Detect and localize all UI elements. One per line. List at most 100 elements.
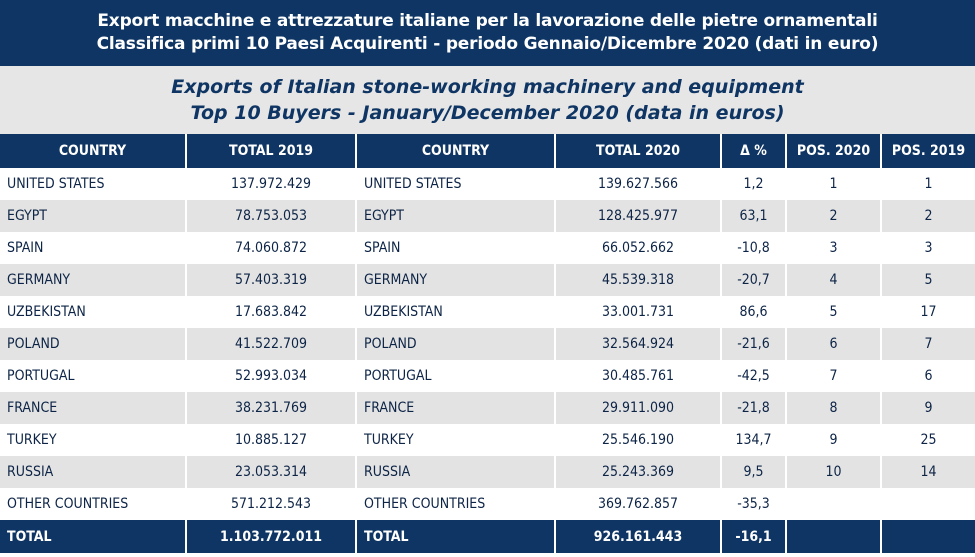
cell-country-2020: TURKEY <box>356 424 556 456</box>
cell-pos-2019: 17 <box>881 296 975 328</box>
cell-pos-2020 <box>786 488 882 520</box>
total-row: TOTAL 1.103.772.011 TOTAL 926.161.443 -16,1 <box>0 520 975 553</box>
cell-total-2020: 30.485.761 <box>555 360 722 392</box>
header-total-2019: TOTAL 2019 <box>186 134 357 168</box>
cell-country-2019: POLAND <box>0 328 187 360</box>
cell-pos-2020: 3 <box>786 232 882 264</box>
cell-total-2020: 32.564.924 <box>555 328 722 360</box>
cell-delta-percent: -35,3 <box>721 488 787 520</box>
cell-country-2019: RUSSIA <box>0 456 187 488</box>
cell-pos-2019 <box>881 488 975 520</box>
cell-country-2020: PORTUGAL <box>356 360 556 392</box>
table-row: GERMANY 57.403.319 GERMANY 45.539.318 -20,7 4… <box>0 264 975 296</box>
header-country-2020: COUNTRY <box>356 134 556 168</box>
cell-delta-percent: 1,2 <box>721 168 787 200</box>
italian-title-line-1: Export macchine e attrezzature italiane … <box>97 11 878 31</box>
table-header-row: COUNTRY TOTAL 2019 COUNTRY TOTAL 2020 Δ … <box>0 134 975 168</box>
cell-pos-2019: 5 <box>881 264 975 296</box>
header-pos-2019: POS. 2019 <box>881 134 975 168</box>
cell-pos-2019: 3 <box>881 232 975 264</box>
cell-country-2019: UNITED STATES <box>0 168 187 200</box>
cell-delta-percent: -16,1 <box>721 520 787 553</box>
cell-pos-2019: 2 <box>881 200 975 232</box>
cell-country-2019: FRANCE <box>0 392 187 424</box>
cell-total-2019: 1.103.772.011 <box>186 520 357 553</box>
cell-pos-2020: 2 <box>786 200 882 232</box>
cell-delta-percent: -21,6 <box>721 328 787 360</box>
table-row: FRANCE 38.231.769 FRANCE 29.911.090 -21,8 8 9 <box>0 392 975 424</box>
cell-delta-percent: -20,7 <box>721 264 787 296</box>
cell-country-2019: UZBEKISTAN <box>0 296 187 328</box>
table-row: RUSSIA 23.053.314 RUSSIA 25.243.369 9,5 10 14 <box>0 456 975 488</box>
cell-delta-percent: 134,7 <box>721 424 787 456</box>
cell-delta-percent: -42,5 <box>721 360 787 392</box>
cell-pos-2019: 14 <box>881 456 975 488</box>
cell-total-2020: 29.911.090 <box>555 392 722 424</box>
table-row: POLAND 41.522.709 POLAND 32.564.924 -21,6 6 7 <box>0 328 975 360</box>
table-row: UNITED STATES 137.972.429 UNITED STATES 139… <box>0 168 975 200</box>
cell-country-2020: EGYPT <box>356 200 556 232</box>
cell-pos-2020: 4 <box>786 264 882 296</box>
cell-delta-percent: 86,6 <box>721 296 787 328</box>
buyers-table: COUNTRY TOTAL 2019 COUNTRY TOTAL 2020 Δ … <box>0 134 975 553</box>
cell-pos-2020: 8 <box>786 392 882 424</box>
cell-country-2020: GERMANY <box>356 264 556 296</box>
cell-total-2020: 128.425.977 <box>555 200 722 232</box>
cell-country-2019: SPAIN <box>0 232 187 264</box>
cell-country-2019: TOTAL <box>0 520 187 553</box>
italian-title-line-2: Classifica primi 10 Paesi Acquirenti - p… <box>96 34 879 54</box>
cell-pos-2019 <box>881 520 975 553</box>
cell-country-2020: FRANCE <box>356 392 556 424</box>
english-title-banner: Exports of Italian stone-working machine… <box>0 66 975 134</box>
cell-pos-2019: 6 <box>881 360 975 392</box>
table-row: SPAIN 74.060.872 SPAIN 66.052.662 -10,8 3 3 <box>0 232 975 264</box>
italian-title-banner: Export macchine e attrezzature italiane … <box>0 0 975 66</box>
cell-pos-2019: 9 <box>881 392 975 424</box>
table-body: UNITED STATES 137.972.429 UNITED STATES 139… <box>0 168 975 553</box>
cell-total-2019: 23.053.314 <box>186 456 357 488</box>
cell-pos-2020: 10 <box>786 456 882 488</box>
cell-pos-2019: 1 <box>881 168 975 200</box>
cell-total-2020: 25.243.369 <box>555 456 722 488</box>
cell-total-2019: 571.212.543 <box>186 488 357 520</box>
header-delta-percent: Δ % <box>721 134 787 168</box>
header-total-2020: TOTAL 2020 <box>555 134 722 168</box>
cell-total-2019: 38.231.769 <box>186 392 357 424</box>
cell-total-2020: 926.161.443 <box>555 520 722 553</box>
cell-country-2020: TOTAL <box>356 520 556 553</box>
cell-total-2020: 25.546.190 <box>555 424 722 456</box>
cell-country-2019: PORTUGAL <box>0 360 187 392</box>
cell-country-2020: UZBEKISTAN <box>356 296 556 328</box>
cell-country-2019: GERMANY <box>0 264 187 296</box>
cell-country-2020: RUSSIA <box>356 456 556 488</box>
cell-country-2019: TURKEY <box>0 424 187 456</box>
cell-total-2020: 66.052.662 <box>555 232 722 264</box>
cell-country-2020: OTHER COUNTRIES <box>356 488 556 520</box>
english-title-line-1: Exports of Italian stone-working machine… <box>171 76 804 98</box>
cell-pos-2020: 7 <box>786 360 882 392</box>
table-row: PORTUGAL 52.993.034 PORTUGAL 30.485.761 -42,… <box>0 360 975 392</box>
cell-total-2019: 57.403.319 <box>186 264 357 296</box>
cell-total-2019: 52.993.034 <box>186 360 357 392</box>
cell-pos-2020: 1 <box>786 168 882 200</box>
cell-total-2019: 41.522.709 <box>186 328 357 360</box>
table-row: OTHER COUNTRIES 571.212.543 OTHER COUNTRIE… <box>0 488 975 520</box>
cell-total-2019: 137.972.429 <box>186 168 357 200</box>
english-title-line-2: Top 10 Buyers - January/December 2020 (d… <box>190 102 785 124</box>
cell-total-2020: 45.539.318 <box>555 264 722 296</box>
cell-total-2020: 33.001.731 <box>555 296 722 328</box>
table-row: TURKEY 10.885.127 TURKEY 25.546.190 134,7 9 25 <box>0 424 975 456</box>
cell-pos-2020: 6 <box>786 328 882 360</box>
cell-delta-percent: 63,1 <box>721 200 787 232</box>
cell-pos-2019: 7 <box>881 328 975 360</box>
cell-delta-percent: -10,8 <box>721 232 787 264</box>
cell-pos-2020: 9 <box>786 424 882 456</box>
header-country-2019: COUNTRY <box>0 134 187 168</box>
header-pos-2020: POS. 2020 <box>786 134 882 168</box>
cell-total-2019: 78.753.053 <box>186 200 357 232</box>
cell-country-2019: EGYPT <box>0 200 187 232</box>
cell-total-2019: 10.885.127 <box>186 424 357 456</box>
cell-pos-2020 <box>786 520 882 553</box>
cell-total-2020: 369.762.857 <box>555 488 722 520</box>
cell-country-2019: OTHER COUNTRIES <box>0 488 187 520</box>
